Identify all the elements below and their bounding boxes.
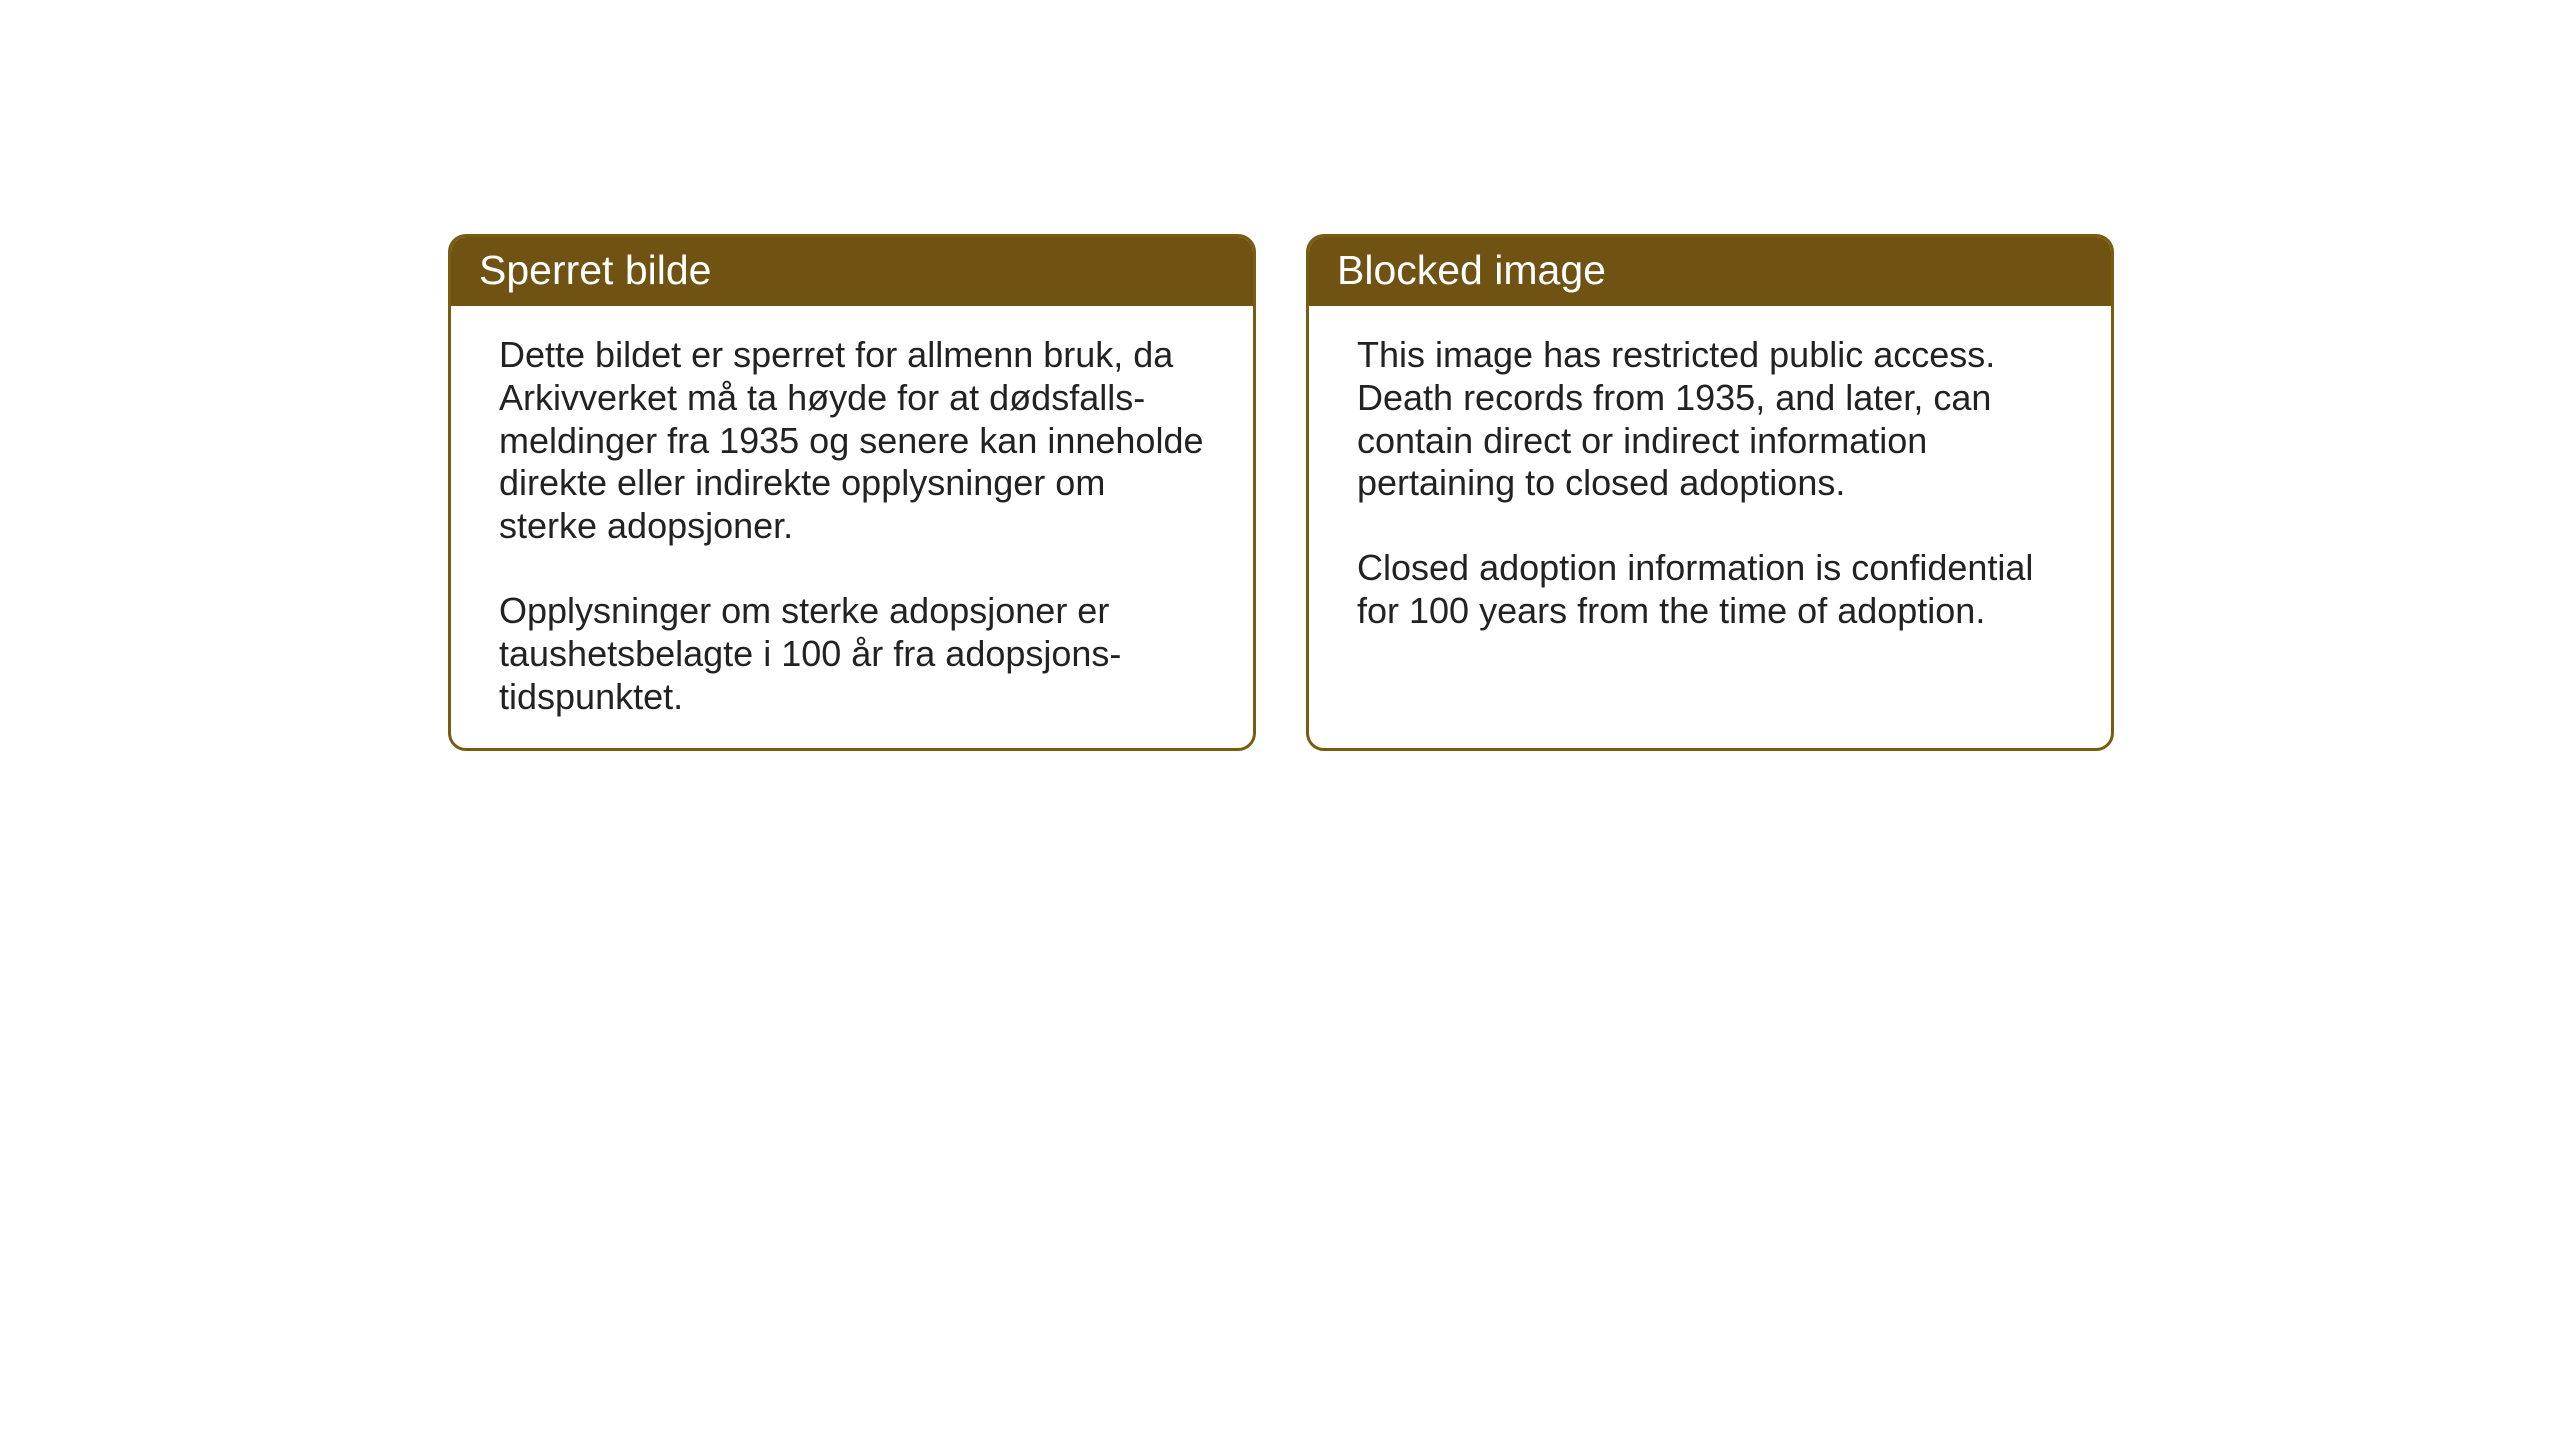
norwegian-paragraph-2: Opplysninger om sterke adopsjoner er tau…: [499, 590, 1213, 718]
norwegian-notice-card: Sperret bilde Dette bildet er sperret fo…: [448, 234, 1256, 751]
norwegian-card-body: Dette bildet er sperret for allmenn bruk…: [451, 306, 1253, 747]
english-card-body: This image has restricted public access.…: [1309, 306, 2111, 661]
english-paragraph-1: This image has restricted public access.…: [1357, 334, 2071, 505]
norwegian-paragraph-1: Dette bildet er sperret for allmenn bruk…: [499, 334, 1213, 548]
english-card-title: Blocked image: [1309, 237, 2111, 306]
english-paragraph-2: Closed adoption information is confident…: [1357, 547, 2071, 633]
english-notice-card: Blocked image This image has restricted …: [1306, 234, 2114, 751]
norwegian-card-title: Sperret bilde: [451, 237, 1253, 306]
notice-container: Sperret bilde Dette bildet er sperret fo…: [0, 0, 2560, 751]
